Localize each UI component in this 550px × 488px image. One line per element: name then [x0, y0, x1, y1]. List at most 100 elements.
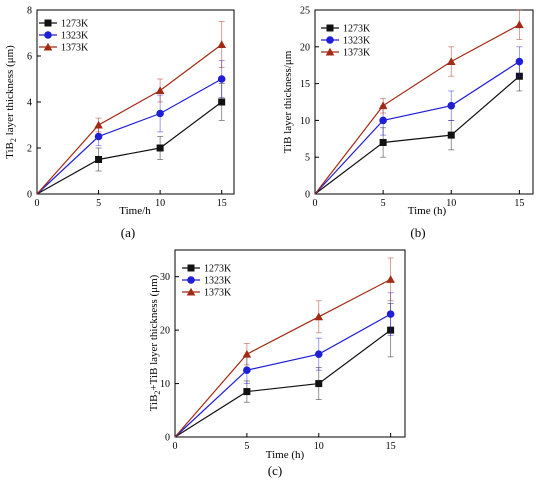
- series-line: [314, 61, 520, 195]
- legend-marker: [44, 19, 52, 27]
- legend-marker: [325, 47, 335, 56]
- series-line: [314, 24, 520, 195]
- data-point: [94, 120, 103, 129]
- data-point: [446, 57, 456, 65]
- y-axis-label-rest: layer thickness (μm): [4, 45, 16, 138]
- y-axis-label-main: TiB layer thickness/μm: [282, 50, 294, 153]
- x-tick-label: 5: [244, 441, 249, 452]
- data-point: [95, 156, 103, 163]
- y-axis-label: TiB layer thickness/μm: [282, 50, 294, 153]
- series-line: [36, 78, 222, 195]
- data-point: [515, 20, 524, 29]
- data-point: [243, 388, 251, 396]
- x-tick-label: 10: [314, 441, 324, 452]
- legend-label: 1273K: [61, 19, 89, 30]
- data-point: [156, 144, 164, 152]
- y-axis-label: TiB2 layer thickness (μm): [4, 45, 18, 159]
- plot-frame: [174, 249, 406, 438]
- series-line: [174, 329, 391, 438]
- panel-label: (a): [121, 225, 135, 240]
- series-line: [314, 75, 520, 195]
- legend-marker: [326, 24, 334, 32]
- legend-marker: [326, 36, 334, 44]
- x-tick-label: 0: [173, 441, 178, 452]
- y-tick-label: 6: [27, 52, 32, 63]
- y-tick-label: 15: [300, 79, 310, 90]
- x-tick-label: 15: [386, 441, 396, 452]
- data-point: [155, 86, 165, 94]
- y-tick-label: 30: [160, 272, 170, 283]
- series-line: [174, 278, 391, 438]
- y-tick-label: 2: [27, 144, 32, 155]
- x-tick-label: 0: [35, 198, 40, 209]
- data-point: [315, 380, 323, 388]
- data-point: [386, 310, 395, 318]
- y-axis-label-subscript: 2: [9, 138, 18, 142]
- legend-marker: [43, 42, 53, 51]
- data-point: [379, 138, 387, 146]
- y-tick-label: 20: [300, 42, 310, 53]
- data-point: [156, 109, 164, 118]
- chart-panel-2: 0 5 10 15 0 5 10 15 20 25 Time (h) TiB layer thickn…: [282, 6, 534, 240]
- panel-label: (b): [410, 225, 425, 240]
- series-1373K: [314, 9, 524, 195]
- data-point: [217, 40, 226, 48]
- data-point: [447, 101, 456, 110]
- data-point: [378, 101, 388, 110]
- data-point: [94, 132, 103, 141]
- data-point: [217, 75, 226, 83]
- x-axis-label: Time (h): [266, 449, 305, 461]
- x-tick-label: 15: [217, 198, 227, 209]
- legend-label: 1323K: [61, 31, 89, 42]
- y-axis-label: TiB2+TiB layer thickness (μm): [148, 274, 162, 411]
- data-point: [314, 312, 324, 321]
- series-1323K: [36, 60, 226, 195]
- legend-label: 1273K: [204, 264, 232, 275]
- x-tick-label: 15: [514, 198, 524, 209]
- y-tick-label: 20: [160, 326, 170, 337]
- data-point: [218, 98, 226, 106]
- y-axis-label-rest: +TiB layer thickness (μm): [148, 274, 160, 390]
- y-tick-label: 10: [300, 116, 310, 127]
- legend-label: 1373K: [343, 48, 371, 59]
- y-tick-label: 4: [27, 98, 32, 109]
- y-tick-label: 8: [27, 6, 32, 17]
- legend-marker: [44, 31, 52, 39]
- series-1323K: [314, 46, 524, 195]
- legend-label: 1273K: [343, 24, 371, 35]
- data-point: [242, 349, 252, 358]
- series-1373K: [174, 257, 395, 438]
- y-axis-label-main: TiB: [148, 395, 160, 412]
- y-axis-label-main: TiB: [4, 142, 16, 159]
- series-line: [36, 44, 223, 195]
- series-1273K: [174, 303, 395, 438]
- data-point: [386, 275, 395, 283]
- x-tick-label: 5: [96, 198, 101, 209]
- legend-label: 1373K: [204, 288, 232, 299]
- y-tick-label: 10: [160, 379, 170, 390]
- legend-label: 1323K: [343, 36, 371, 47]
- data-point: [243, 366, 251, 375]
- x-tick-label: 0: [313, 198, 318, 209]
- y-tick-label: 5: [305, 153, 310, 164]
- series-1273K: [36, 83, 226, 195]
- y-axis-label-subscript: 2: [153, 391, 162, 395]
- y-tick-label: 0: [305, 190, 310, 201]
- series-1273K: [314, 61, 523, 195]
- y-tick-label: 0: [165, 433, 170, 444]
- x-axis-label: Time/h: [119, 205, 151, 217]
- series-1323K: [174, 292, 395, 438]
- series-1373K: [36, 21, 226, 195]
- legend-label: 1323K: [204, 276, 232, 287]
- data-point: [447, 131, 455, 139]
- legend-label: 1373K: [61, 43, 89, 54]
- chart-panel-3: 0 5 10 15 0 10 20 30 Time (h) TiB2+TiB layer thic…: [148, 249, 406, 478]
- x-tick-label: 5: [381, 198, 386, 209]
- plot-frame: [314, 9, 534, 195]
- x-tick-label: 10: [155, 198, 165, 209]
- panel-label: (c): [268, 463, 282, 478]
